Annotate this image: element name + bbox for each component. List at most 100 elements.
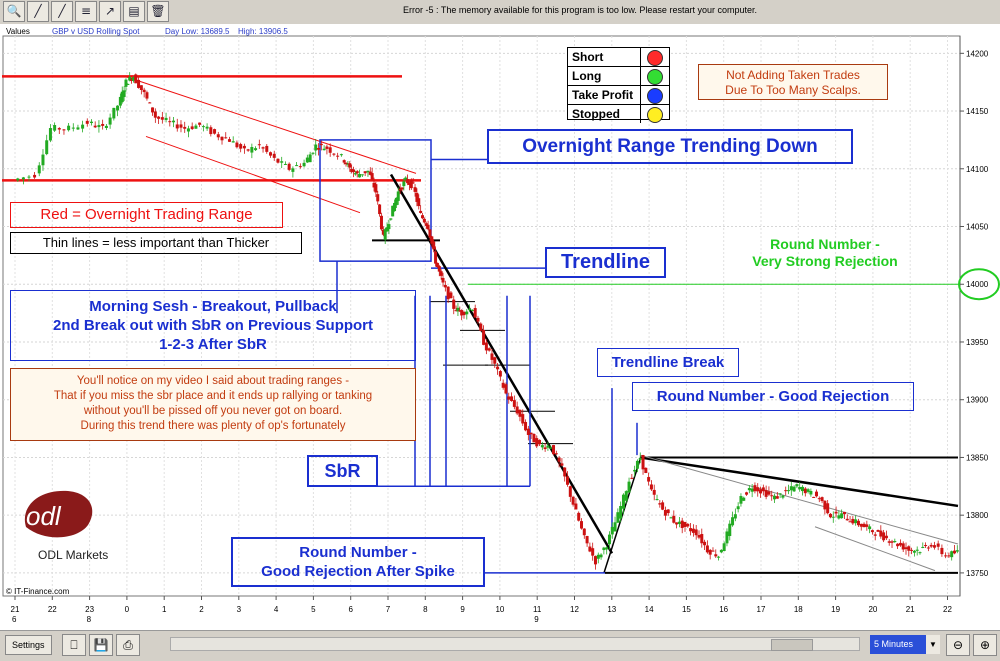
candle-down	[848, 521, 852, 523]
candle-down	[446, 286, 450, 300]
print-icon[interactable]: ⎙	[116, 634, 140, 656]
candle-down	[568, 486, 572, 497]
zoom-icon[interactable]: 🔍	[3, 1, 25, 22]
signal-icon[interactable]: ↗	[99, 1, 121, 22]
x-tick-label: 20	[868, 605, 877, 614]
signal-legend: Short Long Take Profit Stopped	[567, 47, 670, 123]
settings-button[interactable]: Settings	[5, 635, 52, 655]
candle-down	[672, 515, 676, 523]
candle-down	[265, 145, 269, 152]
candle-up	[921, 546, 925, 548]
save-icon[interactable]: 💾	[89, 634, 113, 656]
candle-up	[789, 486, 793, 491]
candle-up	[201, 126, 205, 128]
candle-up	[806, 489, 810, 492]
candle-down	[398, 188, 402, 191]
candle-up	[250, 147, 254, 153]
candle-down	[328, 147, 332, 153]
candle-down	[896, 543, 900, 547]
candle-up	[599, 554, 603, 558]
x-tick-label: 7	[386, 605, 391, 614]
fib-icon[interactable]: ≡	[75, 1, 97, 22]
chart-icon[interactable]: ⎕	[62, 634, 86, 656]
candle-up	[254, 148, 258, 151]
candle-down	[641, 455, 645, 470]
candle-up	[728, 523, 732, 537]
candle-down	[574, 503, 578, 510]
candle-down	[630, 477, 634, 479]
candle-down	[926, 547, 930, 549]
candle-down	[952, 550, 956, 554]
candle-down	[865, 524, 869, 527]
candle-down	[856, 520, 860, 526]
candle-up	[126, 83, 130, 85]
candle-down	[378, 204, 382, 215]
y-tick-label: 13850	[966, 453, 989, 462]
period-icon[interactable]: ▤	[123, 1, 145, 22]
candle-down	[554, 453, 558, 455]
scroll-thumb[interactable]	[771, 639, 813, 651]
candle-down	[439, 271, 443, 276]
candle-down	[577, 512, 581, 521]
candle-down	[400, 187, 404, 190]
candle-up	[747, 488, 751, 491]
candle-down	[130, 79, 134, 81]
candle-up	[366, 170, 370, 173]
candle-down	[153, 111, 157, 118]
legend-row: Long	[568, 67, 669, 86]
candle-down	[355, 171, 359, 174]
legend-row: Stopped	[568, 105, 669, 123]
candle-up	[120, 91, 124, 103]
candle-up	[131, 77, 135, 81]
candle-up	[465, 311, 469, 315]
descending-resistance-line	[639, 456, 959, 508]
candle-down	[663, 509, 667, 516]
zoom-out-icon[interactable]: ⊖	[946, 634, 970, 656]
overnight-range-label: Overnight Range Trending Down	[487, 129, 853, 164]
candle-down	[507, 396, 511, 400]
legend-label: Long	[572, 69, 602, 83]
candle-down	[454, 310, 458, 312]
y-tick-label: 14100	[966, 165, 989, 174]
round-number-highlight	[958, 268, 1000, 301]
candle-up	[725, 531, 729, 544]
candle-down	[944, 555, 948, 557]
candle-down	[873, 534, 877, 536]
candle-up	[717, 556, 721, 558]
candle-up	[391, 205, 395, 217]
timeframe-select[interactable]: 5 Minutes ▼	[870, 635, 940, 654]
trendline-icon[interactable]: ╱	[51, 1, 73, 22]
draw-line-icon[interactable]: ╱	[27, 1, 49, 22]
candle-down	[947, 555, 951, 557]
delete-icon[interactable]: 🗑	[147, 1, 169, 22]
x-date-label: 8	[87, 615, 92, 624]
candle-up	[89, 121, 93, 124]
candle-down	[348, 163, 352, 168]
candle-up	[124, 79, 128, 87]
day-high-label: High: 13906.5	[238, 27, 288, 36]
candle-down	[703, 541, 707, 546]
x-tick-label: 6	[348, 605, 353, 614]
top-toolbar: 🔍 ╱ ╱ ≡ ↗ ▤ 🗑 Error -5 : The memory avai…	[0, 0, 1000, 25]
candle-down	[142, 89, 146, 93]
candle-down	[374, 184, 378, 193]
candle-down	[823, 500, 827, 510]
candle-up	[955, 550, 959, 552]
zoom-in-icon[interactable]: ⊕	[973, 634, 997, 656]
candle-down	[490, 353, 494, 360]
candle-down	[936, 543, 940, 547]
legend-label: Short	[572, 50, 604, 64]
candle-down	[683, 521, 687, 527]
chevron-down-icon[interactable]: ▼	[926, 635, 940, 654]
candle-down	[862, 523, 866, 528]
candle-up	[283, 163, 287, 165]
legend-divider	[640, 48, 641, 66]
candle-down	[582, 528, 586, 536]
candle-down	[276, 158, 280, 163]
candle-down	[368, 171, 372, 175]
candle-up	[549, 447, 553, 449]
candle-down	[332, 153, 336, 155]
candle-down	[435, 262, 439, 268]
candle-up	[302, 162, 306, 167]
chart-scrollbar[interactable]	[170, 637, 860, 651]
